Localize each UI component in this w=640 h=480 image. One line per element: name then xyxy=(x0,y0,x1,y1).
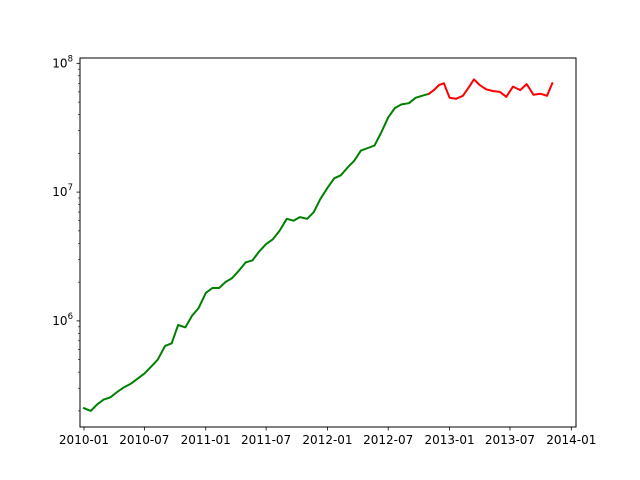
x-tick-label: 2012-01 xyxy=(302,433,352,447)
y-tick-exponent: 7 xyxy=(68,183,73,193)
x-tick-label: 2011-01 xyxy=(181,433,231,447)
y-tick-exponent: 8 xyxy=(68,54,73,64)
y-tick-exponent: 6 xyxy=(68,312,73,322)
x-tick-label: 2010-01 xyxy=(59,433,109,447)
y-tick-label: 106 xyxy=(52,312,73,328)
plot-frame xyxy=(79,57,577,428)
y-tick-base: 10 xyxy=(52,56,67,70)
y-tick-label: 108 xyxy=(52,54,73,70)
y-tick-label: 107 xyxy=(52,183,73,199)
x-tick-label: 2010-07 xyxy=(119,433,169,447)
series-line-1 xyxy=(82,92,431,412)
y-tick-base: 10 xyxy=(52,314,67,328)
series-line-2 xyxy=(427,78,554,100)
series-layer xyxy=(82,78,554,412)
x-tick-label: 2013-07 xyxy=(485,433,535,447)
x-tick-label: 2013-01 xyxy=(425,433,475,447)
x-axis: 2010-01 2010-07 2011-01 2011-07 2012-01 2012-… xyxy=(59,427,596,447)
x-tick-label: 2014-01 xyxy=(546,433,596,447)
x-tick-label: 2012-07 xyxy=(363,433,413,447)
x-tick-label: 2011-07 xyxy=(241,433,291,447)
y-tick-base: 10 xyxy=(52,185,67,199)
